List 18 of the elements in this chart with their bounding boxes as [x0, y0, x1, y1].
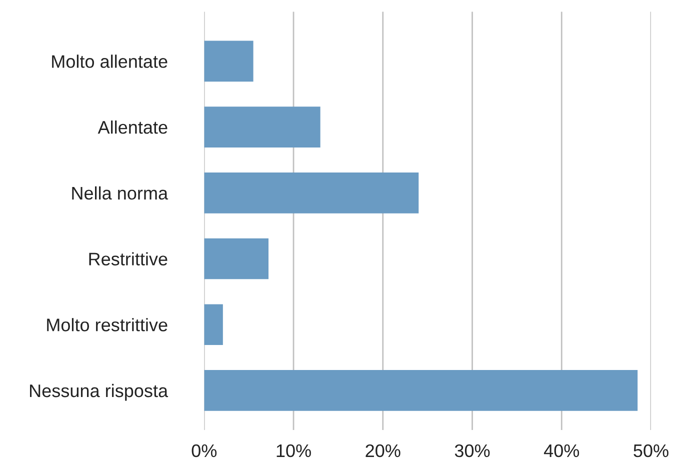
y-tick-label: Allentate [98, 120, 168, 134]
x-tick-label: 0% [192, 444, 217, 458]
bar [204, 370, 638, 411]
x-tick-label: 50% [634, 444, 668, 458]
y-tick-label: Molto restrittive [47, 318, 168, 332]
y-tick-label: Molto allentate [52, 54, 168, 68]
y-tick-label: Nessuna risposta [30, 384, 168, 401]
bar [204, 304, 223, 346]
x-tick-label: 40% [544, 444, 580, 458]
bar [204, 106, 320, 148]
x-tick-label: 20% [366, 444, 400, 458]
bar [204, 40, 254, 82]
x-tick-label: 10% [276, 444, 311, 458]
y-tick-label: Nella norma [72, 186, 168, 200]
bar [204, 172, 419, 214]
y-tick-label: Restrittive [89, 252, 168, 266]
x-tick-label: 30% [454, 444, 490, 458]
bar [204, 238, 268, 280]
